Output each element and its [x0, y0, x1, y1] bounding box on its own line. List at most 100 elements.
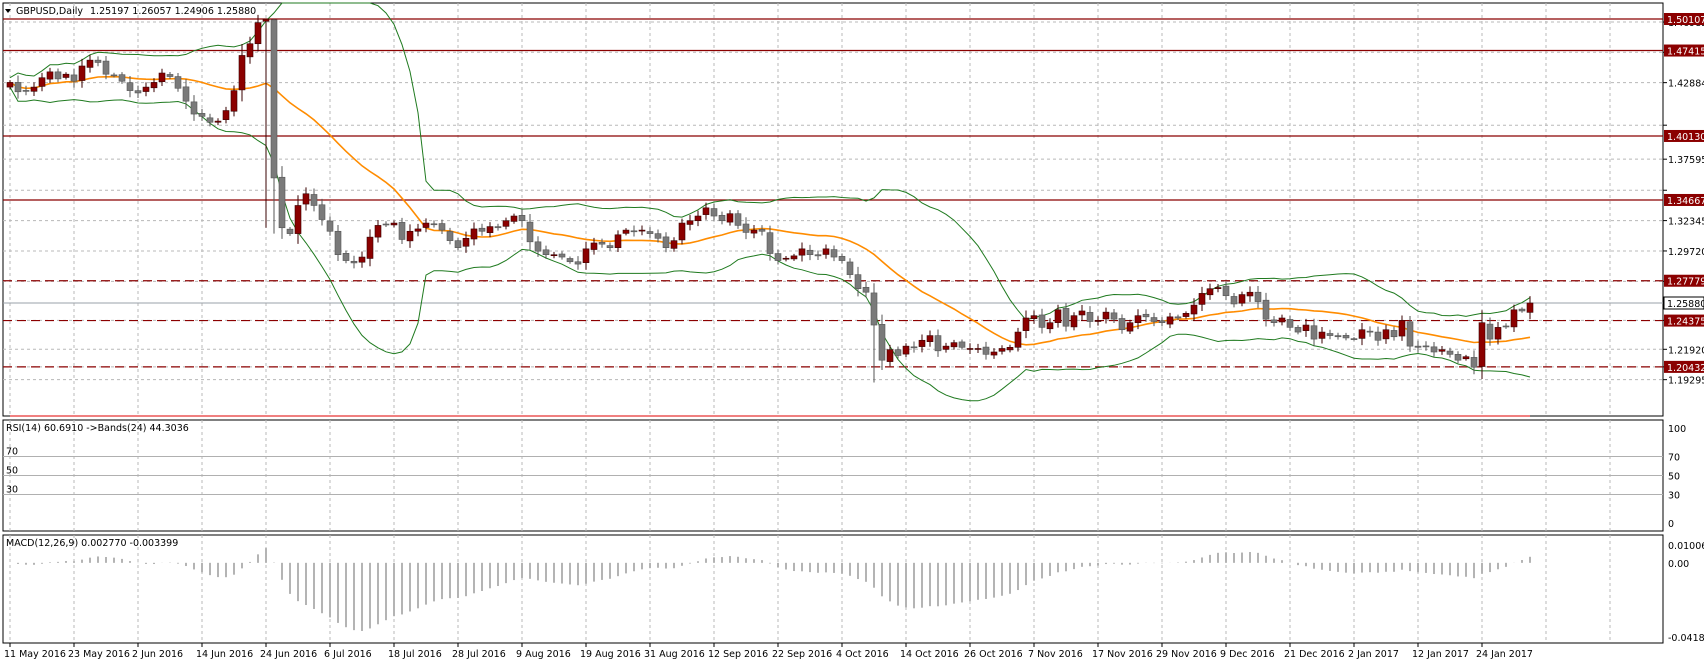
candle-body	[710, 208, 718, 217]
candle-body	[1486, 323, 1494, 340]
candle-body	[318, 204, 326, 220]
level-price-box	[1664, 193, 1704, 206]
candle-body	[926, 335, 934, 342]
level-price-box	[1664, 314, 1704, 327]
candle-body	[854, 274, 862, 290]
time-tick-label: 29 Nov 2016	[1156, 649, 1217, 660]
time-tick-label: 24 Jun 2016	[260, 649, 317, 660]
candle-body	[1230, 296, 1238, 305]
level-price-box	[1664, 129, 1704, 142]
candle-body	[1526, 302, 1534, 313]
candle-body	[294, 205, 302, 234]
candle-body	[502, 220, 510, 227]
candle-body	[78, 65, 86, 81]
time-tick-label: 4 Oct 2016	[836, 649, 889, 660]
price-tick-label: 1.32345	[1668, 217, 1704, 228]
candle-body	[798, 248, 806, 256]
candle-body	[1462, 356, 1470, 360]
candle-body	[102, 60, 110, 75]
candle-body	[942, 345, 950, 350]
candle-body	[1422, 345, 1430, 348]
candle-body	[326, 220, 334, 232]
candle-body	[1022, 317, 1030, 331]
ohlc-header: 1.25197 1.26057 1.24906 1.25880	[90, 6, 256, 17]
candle-body	[1494, 327, 1502, 340]
candle-body	[1502, 325, 1510, 328]
candle-body	[758, 229, 766, 232]
candle-body	[462, 238, 470, 247]
level-price-label: 1.34667	[1667, 196, 1704, 207]
level-price-label: 1.27779	[1667, 277, 1704, 288]
candle-body	[198, 113, 206, 117]
candle-body	[1038, 314, 1046, 328]
candle-body	[86, 59, 94, 68]
candle-body	[1310, 325, 1318, 340]
candle-body	[678, 222, 686, 241]
candle-body	[166, 74, 174, 77]
candle-body	[702, 207, 710, 215]
macd-indicator	[10, 415, 1531, 631]
level-price-label: 1.20432	[1667, 363, 1704, 374]
candle-body	[1134, 315, 1142, 323]
candle-body	[286, 228, 294, 234]
price-tick-label: 1.21920	[1668, 345, 1704, 356]
candle-body	[1382, 329, 1390, 340]
candle-body	[1054, 309, 1062, 323]
candle-body	[822, 248, 830, 255]
candle-body	[1358, 329, 1366, 339]
candle-body	[126, 82, 134, 91]
time-tick-label: 14 Oct 2016	[900, 649, 959, 660]
candle-body	[1062, 308, 1070, 327]
candle-body	[870, 292, 878, 326]
candles	[6, 14, 1534, 383]
time-tick-label: 19 Aug 2016	[580, 649, 641, 660]
candle-body	[6, 82, 14, 88]
candle-body	[382, 223, 390, 226]
candle-body	[838, 256, 846, 261]
time-tick-label: 9 Dec 2016	[1220, 649, 1275, 660]
candle-body	[1078, 310, 1086, 316]
rsi-axis-label: 100	[1668, 424, 1686, 435]
candle-body	[630, 230, 638, 233]
rsi-label: RSI(14) 60.6910 ->Bands(24) 44.3036	[6, 423, 189, 434]
candle-body	[1094, 320, 1102, 322]
candle-body	[110, 74, 118, 77]
candle-body	[446, 231, 454, 241]
candle-body	[1046, 322, 1054, 330]
candle-body	[342, 253, 350, 261]
rsi-level-label: 70	[6, 447, 18, 458]
price-axis: 1.469851.454701.428841.375951.323451.297…	[6, 13, 1704, 644]
candle-body	[1246, 291, 1254, 297]
candle-body	[1430, 346, 1438, 353]
candle-body	[494, 226, 502, 229]
candle-body	[270, 19, 278, 179]
candle-body	[638, 229, 646, 232]
candle-body	[14, 82, 22, 93]
candle-body	[510, 215, 518, 222]
candle-body	[910, 346, 918, 349]
time-tick-label: 12 Sep 2016	[708, 649, 768, 660]
candle-body	[454, 240, 462, 248]
candle-body	[302, 193, 310, 205]
current-price-box	[1663, 296, 1704, 310]
candle-body	[206, 117, 214, 123]
candle-body	[558, 253, 566, 258]
candle-body	[1198, 293, 1206, 305]
candle-body	[1390, 330, 1398, 338]
candle-body	[590, 242, 598, 250]
candle-body	[878, 324, 886, 361]
candle-body	[470, 228, 478, 240]
candle-body	[358, 256, 366, 263]
time-axis: 11 May 2016 23 May 2016 2 Jun 2016 14 Jun 2…	[4, 643, 1533, 660]
candle-body	[390, 222, 398, 226]
candle-body	[1350, 338, 1358, 340]
candle-body	[1222, 285, 1230, 297]
candle-body	[214, 120, 222, 123]
candle-body	[550, 254, 558, 257]
candle-body	[998, 348, 1006, 352]
macd-panel[interactable]	[2, 534, 1664, 644]
candle-body	[158, 72, 166, 83]
dropdown-arrow-icon[interactable]	[5, 9, 11, 13]
level-price-label: 1.24375	[1667, 317, 1704, 328]
